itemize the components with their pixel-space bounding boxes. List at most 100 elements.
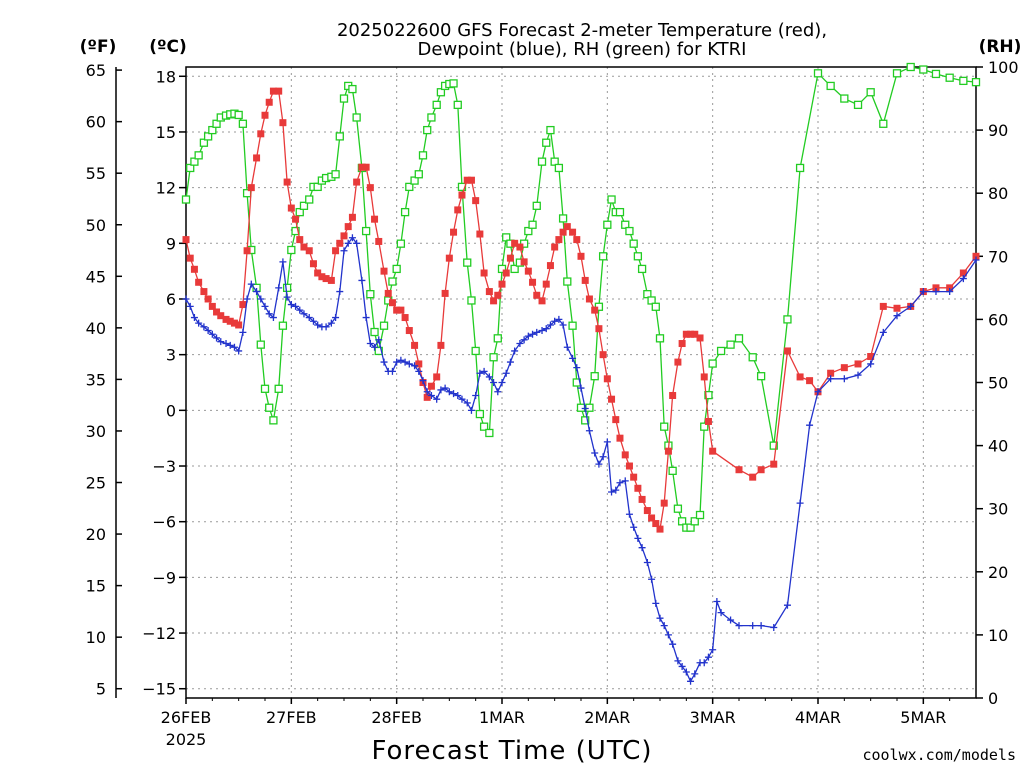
celsius-tick-label: −12 [142, 624, 176, 643]
dewpoint-point [687, 677, 695, 685]
temperature-point [612, 416, 620, 424]
rh-point [576, 403, 586, 412]
rh-point [704, 390, 713, 400]
dewpoint-point [563, 343, 571, 351]
temperature-point [806, 377, 814, 385]
x-tick-label: 3MAR [690, 708, 736, 727]
dewpoint-point [591, 449, 599, 457]
dewpoint-point [717, 609, 725, 617]
dewpoint-point [678, 662, 686, 670]
watermark: coolwx.com/models [862, 746, 1016, 764]
dewpoint-point [472, 391, 480, 399]
rh-point [756, 372, 766, 381]
temperature-point [709, 447, 717, 455]
series-layer [181, 62, 981, 685]
temperature-point [932, 284, 940, 292]
rh-point [866, 88, 875, 97]
dewpoint-point [458, 395, 466, 403]
temperature-point [327, 276, 335, 284]
dewpoint-point [476, 369, 484, 377]
temperature-point [696, 334, 704, 342]
rh-point [647, 296, 656, 305]
temperature-point [664, 447, 672, 455]
rh-point [269, 416, 278, 425]
dewpoint-point [340, 247, 348, 255]
rh-point [234, 110, 243, 120]
rh-point [366, 290, 375, 299]
fahrenheit-tick-label: 10 [86, 628, 106, 647]
temperature-point [656, 525, 664, 533]
rh-point [769, 441, 778, 450]
temperature-point [674, 358, 682, 366]
dewpoint-point [182, 295, 190, 303]
dewpoint-point [538, 327, 546, 335]
temperature-point [437, 341, 445, 349]
rh-tick-label: 60 [988, 310, 1008, 329]
rh-point [532, 201, 541, 210]
dewpoint-point [419, 377, 427, 385]
celsius-tick-label: 12 [156, 179, 176, 198]
rh-point [625, 226, 634, 236]
rh-point [892, 69, 902, 78]
temperature-point [585, 295, 593, 303]
dewpoint-point [625, 510, 633, 518]
temperature-point [700, 373, 708, 381]
rh-point [633, 252, 643, 261]
fahrenheit-tick-label: 40 [86, 319, 106, 338]
dewpoint-point [467, 406, 475, 414]
rh-point [629, 239, 638, 248]
rh-point [554, 163, 564, 173]
rh-tick-label: 40 [988, 437, 1008, 456]
temperature-point [506, 254, 514, 262]
temperature-point [344, 223, 352, 231]
rh-point [546, 125, 555, 135]
rh-point [186, 163, 195, 173]
dewpoint-point [796, 499, 804, 507]
temperature-point [704, 417, 712, 425]
temperature-point [893, 304, 901, 312]
rh-point [305, 195, 314, 204]
temperature-point [423, 393, 431, 401]
dewpoint-point [243, 295, 251, 303]
dewpoint-point [691, 670, 699, 678]
dewpoint-point [603, 438, 611, 446]
temperature-point [463, 176, 471, 184]
dewpoint-point [643, 559, 651, 567]
dewpoint-point [490, 379, 498, 386]
temperature-point [222, 315, 230, 323]
rh-point [418, 151, 428, 160]
dewpoint-point [305, 314, 313, 322]
dewpoint-point [893, 312, 901, 320]
rh-point [282, 283, 292, 293]
rh-tick-label: 0 [988, 689, 998, 708]
rh-point [467, 296, 476, 305]
temperature-point [783, 347, 791, 355]
dewpoint-point [814, 388, 822, 396]
x-tick-label: 2MAR [584, 708, 630, 727]
rh-point [524, 226, 533, 236]
rh-point [598, 252, 608, 261]
temperature-point [854, 360, 862, 368]
dewpoint-point [287, 301, 295, 309]
celsius-tick-label: −15 [142, 680, 176, 699]
rh-point [335, 132, 344, 141]
temperature-point [257, 130, 265, 138]
dewpoint-point [932, 288, 940, 296]
temperature-point [393, 306, 401, 314]
rh-point [199, 138, 209, 147]
temperature-point [603, 375, 611, 383]
dewpoint-point [327, 319, 335, 327]
temperature-point [269, 87, 277, 95]
rh-point [651, 302, 660, 311]
dewpoint-point [445, 388, 453, 396]
dewpoint-point [230, 343, 238, 351]
rh-point [414, 170, 423, 179]
rh-point [274, 384, 283, 393]
rh-point [489, 353, 498, 362]
rh-point [655, 334, 665, 343]
rh-point [563, 277, 572, 286]
rh-point [278, 321, 288, 330]
rh-tick-label: 70 [988, 247, 1008, 266]
temperature-point [283, 178, 291, 186]
